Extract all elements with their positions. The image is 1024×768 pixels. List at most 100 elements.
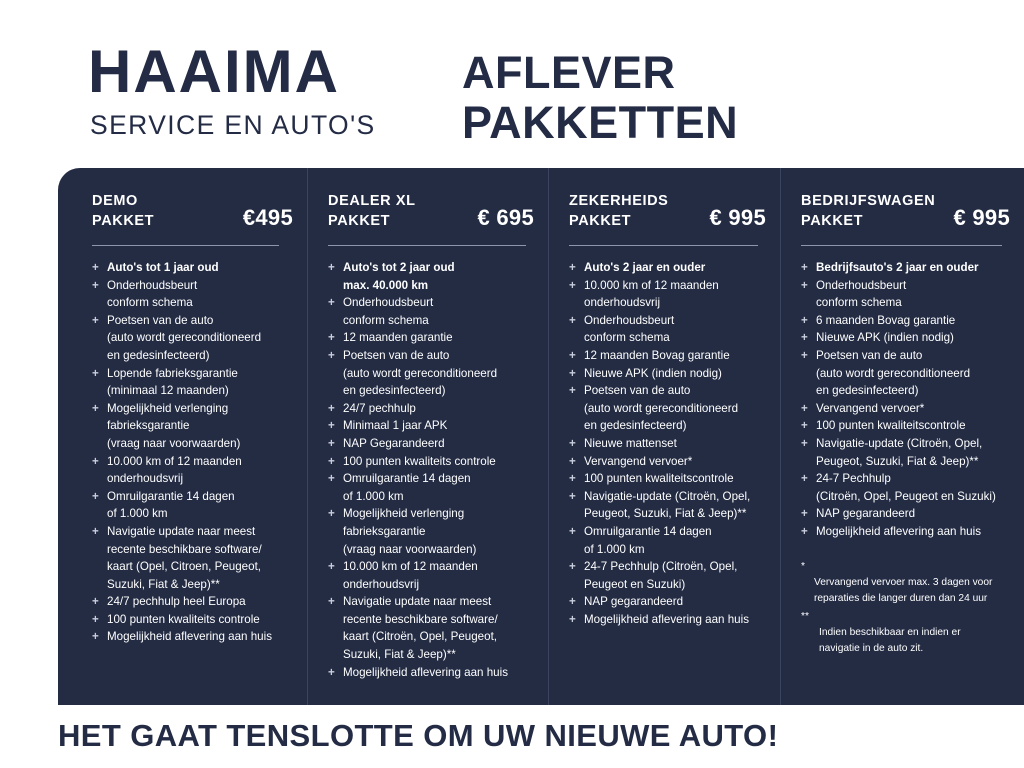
title-divider: [92, 245, 279, 246]
list-item: + Bedrijfsauto's 2 jaar en ouder: [801, 259, 1010, 277]
feature-text: 10.000 km of 12 maanden onderhoudsvrij: [343, 560, 478, 591]
footnote-text: Vervangend vervoer max. 3 dagen voor rep…: [814, 576, 993, 604]
feature-text: Lopende fabrieksgarantie (minimaal 12 ma…: [107, 366, 238, 398]
feature-text: 12 maanden Bovag garantie: [584, 348, 730, 362]
feature-text: Navigatie-update (Citroën, Opel, Peugeot…: [584, 489, 751, 521]
page-header: HAAIMA SERVICE EN AUTO'S AFLEVER PAKKETT…: [0, 0, 1024, 168]
list-item: + Nieuwe APK (indien nodig): [569, 365, 766, 383]
feature-text: Poetsen van de auto (auto wordt gerecond…: [584, 384, 739, 433]
plus-icon: +: [569, 612, 576, 626]
feature-text: Poetsen van de auto (auto wordt gerecond…: [816, 348, 971, 398]
plus-icon: +: [328, 401, 335, 415]
feature-text: Mogelijkheid verlenging fabrieksgarantie…: [107, 401, 241, 450]
brand-logo: HAAIMA SERVICE EN AUTO'S: [88, 42, 428, 139]
package-title: DEALER XL PAKKET: [328, 193, 416, 229]
feature-text: 100 punten kwaliteits controle: [343, 454, 496, 468]
feature-text: 6 maanden Bovag garantie: [816, 313, 956, 327]
feature-text: Nieuwe APK (indien nodig): [584, 366, 722, 380]
list-item: +100 punten kwaliteitscontrole: [569, 470, 766, 488]
plus-icon: +: [328, 665, 335, 679]
feature-text: Onderhoudsbeurt conform schema: [107, 278, 198, 310]
plus-icon: +: [801, 507, 808, 521]
footnote-mark: *: [801, 560, 805, 572]
feature-text: Poetsen van de auto (auto wordt gerecond…: [107, 313, 262, 362]
feature-text: Minimaal 1 jaar APK: [343, 419, 448, 433]
plus-icon: +: [801, 419, 808, 433]
list-item: + Poetsen van de auto (auto wordt gerecon…: [569, 382, 766, 435]
package-feature-list: + Auto's tot 1 jaar oud + Onderhoudsbeurt …: [92, 259, 293, 646]
feature-text: Omruilgarantie 14 dagen of 1.000 km: [584, 524, 712, 556]
package-header: ZEKERHEIDS PAKKET € 995: [569, 192, 766, 240]
plus-icon: +: [801, 436, 808, 450]
footnote-mark: **: [801, 610, 809, 622]
package-card-bedrijfswagen: BEDRIJFSWAGEN PAKKET € 995 + Bedrijfsauto…: [780, 168, 1024, 705]
package-feature-list: + Auto's 2 jaar en ouder +10.000 km of 12…: [569, 259, 766, 628]
plus-icon: +: [801, 401, 808, 415]
list-item: + Mogelijkheid verlenging fabrieksgaranti…: [328, 505, 534, 558]
plus-icon: +: [801, 313, 808, 327]
feature-text: Vervangend vervoer*: [584, 454, 693, 468]
list-item: + Poetsen van de auto (auto wordt gerecon…: [801, 347, 1010, 400]
page-title-line-2: PAKKETTEN: [462, 97, 739, 149]
list-item: +10.000 km of 12 maanden onderhoudsvrij: [569, 277, 766, 312]
list-item: + Mogelijkheid aflevering aan huis: [328, 664, 534, 682]
plus-icon: +: [92, 489, 99, 503]
plus-icon: +: [569, 436, 576, 450]
feature-text: Nieuwe mattenset: [584, 436, 677, 450]
plus-icon: +: [92, 401, 99, 415]
plus-icon: +: [569, 278, 576, 292]
plus-icon: +: [328, 560, 335, 574]
list-item: + Auto's tot 2 jaar oud max. 40.000 km: [328, 259, 534, 294]
feature-text: 10.000 km of 12 maanden onderhoudsvrij: [584, 278, 719, 310]
feature-text: 12 maanden garantie: [343, 331, 453, 345]
list-item: + Auto's 2 jaar en ouder: [569, 259, 766, 277]
list-item: +10.000 km of 12 maanden onderhoudsvrij: [328, 558, 534, 593]
plus-icon: +: [801, 331, 808, 345]
list-item: +24-7 Pechhulp (Citroën, Opel, Peugeot e…: [801, 470, 1010, 505]
feature-text: 24/7 pechhulp: [343, 401, 416, 415]
feature-text: NAP gegarandeerd: [816, 507, 916, 521]
feature-text: Vervangend vervoer*: [816, 401, 925, 415]
feature-text: 100 punten kwaliteits controle: [107, 612, 260, 626]
package-card-demo: DEMO PAKKET €495 + Auto's tot 1 jaar oud …: [58, 168, 307, 705]
list-item: + NAP Gegarandeerd: [328, 435, 534, 453]
plus-icon: +: [569, 348, 576, 362]
title-divider: [569, 245, 758, 246]
list-item: + Navigatie-update (Citroën, Opel, Peugeo…: [801, 435, 1010, 470]
footnote-double-asterisk: ** Indien beschikbaar en indien er naviga…: [801, 609, 1010, 657]
plus-icon: +: [569, 472, 576, 486]
feature-text: Navigatie-update (Citroën, Opel, Peugeot…: [816, 436, 983, 468]
list-item: + Onderhoudsbeurt conform schema: [801, 277, 1010, 312]
list-item: +10.000 km of 12 maanden onderhoudsvrij: [92, 453, 293, 488]
plus-icon: +: [569, 384, 576, 398]
package-feature-list: + Auto's tot 2 jaar oud max. 40.000 km + O…: [328, 259, 534, 681]
list-item: + NAP gegarandeerd: [801, 505, 1010, 523]
feature-text: 24-7 Pechhulp (Citroën, Opel, Peugeot en…: [584, 560, 738, 591]
list-item: +24/7 pechhulp heel Europa: [92, 593, 293, 611]
list-item: + Onderhoudsbeurt conform schema: [328, 294, 534, 329]
feature-text: Auto's tot 1 jaar oud: [107, 261, 219, 274]
package-header: DEMO PAKKET €495: [92, 192, 293, 240]
feature-text: 100 punten kwaliteitscontrole: [584, 472, 734, 486]
plus-icon: +: [801, 524, 808, 538]
footnote-text: Indien beschikbaar en indien er navigati…: [819, 626, 961, 654]
list-item: + Vervangend vervoer*: [569, 453, 766, 471]
list-item: + Navigatie-update (Citroën, Opel, Peugeo…: [569, 488, 766, 523]
feature-text: Onderhoudsbeurt conform schema: [343, 296, 434, 327]
plus-icon: +: [801, 261, 808, 274]
feature-text: Mogelijkheid aflevering aan huis: [584, 612, 749, 626]
list-item: + Mogelijkheid aflevering aan huis: [92, 628, 293, 646]
feature-text: 24/7 pechhulp heel Europa: [107, 595, 246, 609]
plus-icon: +: [92, 454, 99, 468]
plus-icon: +: [92, 278, 99, 292]
packages-panel: DEMO PAKKET €495 + Auto's tot 1 jaar oud …: [58, 168, 1024, 705]
plus-icon: +: [328, 472, 335, 486]
package-feature-list: + Bedrijfsauto's 2 jaar en ouder + Onderho…: [801, 259, 1010, 541]
list-item: + Nieuwe APK (indien nodig): [801, 329, 1010, 347]
plus-icon: +: [328, 595, 335, 609]
package-price: € 995: [709, 205, 766, 230]
feature-text: Onderhoudsbeurt conform schema: [584, 313, 675, 345]
list-item: + Onderhoudsbeurt conform schema: [569, 312, 766, 347]
list-item: +12 maanden garantie: [328, 329, 534, 347]
list-item: + Mogelijkheid verlenging fabrieksgaranti…: [92, 400, 293, 453]
